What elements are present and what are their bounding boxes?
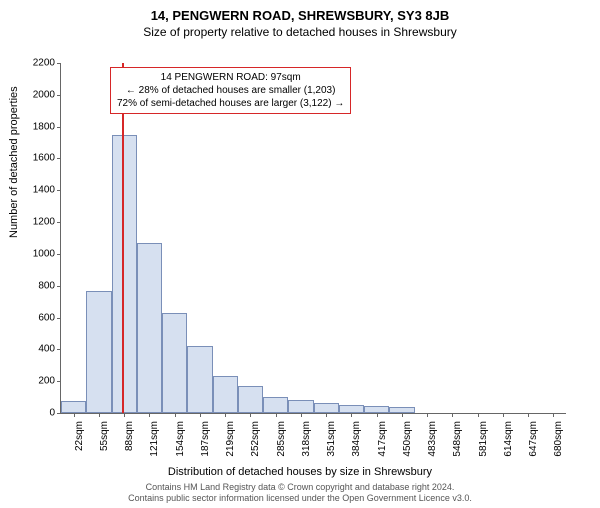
y-tick-mark — [57, 95, 61, 96]
footnote: Contains HM Land Registry data © Crown c… — [0, 482, 600, 504]
y-tick-mark — [57, 254, 61, 255]
x-tick-label: 680sqm — [553, 421, 564, 461]
x-tick-label: 483sqm — [427, 421, 438, 461]
y-tick-label: 2000 — [33, 89, 55, 100]
x-tick-mark — [250, 413, 251, 417]
y-tick-mark — [57, 413, 61, 414]
x-tick-label: 450sqm — [402, 421, 413, 461]
footnote-line1: Contains HM Land Registry data © Crown c… — [0, 482, 600, 493]
x-tick-mark — [200, 413, 201, 417]
annotation-line1: 14 PENGWERN ROAD: 97sqm — [117, 71, 344, 84]
x-axis-label: Distribution of detached houses by size … — [0, 466, 600, 478]
histogram-bar — [61, 401, 86, 413]
x-tick-label: 252sqm — [250, 421, 261, 461]
y-tick-label: 2200 — [33, 58, 55, 69]
x-tick-label: 351sqm — [326, 421, 337, 461]
x-tick-label: 581sqm — [478, 421, 489, 461]
y-tick-label: 400 — [38, 344, 55, 355]
x-tick-label: 88sqm — [124, 421, 135, 461]
histogram-bar — [364, 406, 389, 413]
x-tick-label: 384sqm — [351, 421, 362, 461]
x-tick-label: 55sqm — [99, 421, 110, 461]
x-tick-label: 647sqm — [528, 421, 539, 461]
histogram-bar — [263, 397, 288, 413]
histogram-bar — [314, 403, 339, 413]
x-tick-mark — [225, 413, 226, 417]
footnote-line2: Contains public sector information licen… — [0, 493, 600, 504]
plot-region: 0200400600800100012001400160018002000220… — [60, 63, 566, 414]
y-tick-label: 1400 — [33, 185, 55, 196]
x-tick-mark — [149, 413, 150, 417]
chart-subtitle: Size of property relative to detached ho… — [0, 25, 600, 39]
x-tick-mark — [124, 413, 125, 417]
x-tick-mark — [478, 413, 479, 417]
x-tick-label: 417sqm — [377, 421, 388, 461]
y-tick-mark — [57, 127, 61, 128]
x-tick-mark — [402, 413, 403, 417]
y-tick-mark — [57, 158, 61, 159]
y-tick-label: 1000 — [33, 248, 55, 259]
histogram-bar — [86, 291, 111, 414]
histogram-bar — [187, 346, 212, 413]
y-tick-mark — [57, 349, 61, 350]
x-tick-mark — [276, 413, 277, 417]
x-tick-label: 318sqm — [301, 421, 312, 461]
x-tick-mark — [175, 413, 176, 417]
y-tick-label: 200 — [38, 376, 55, 387]
x-tick-label: 121sqm — [149, 421, 160, 461]
histogram-bar — [112, 135, 137, 413]
x-tick-mark — [427, 413, 428, 417]
y-tick-mark — [57, 190, 61, 191]
y-tick-mark — [57, 381, 61, 382]
chart-title: 14, PENGWERN ROAD, SHREWSBURY, SY3 8JB — [0, 8, 600, 23]
y-tick-mark — [57, 318, 61, 319]
annotation-line3: 72% of semi-detached houses are larger (… — [117, 97, 344, 110]
x-tick-mark — [528, 413, 529, 417]
x-tick-mark — [326, 413, 327, 417]
x-tick-mark — [553, 413, 554, 417]
x-tick-label: 548sqm — [452, 421, 463, 461]
y-tick-mark — [57, 286, 61, 287]
x-tick-label: 187sqm — [200, 421, 211, 461]
y-tick-mark — [57, 63, 61, 64]
y-tick-label: 800 — [38, 280, 55, 291]
x-tick-mark — [377, 413, 378, 417]
chart-container: 14, PENGWERN ROAD, SHREWSBURY, SY3 8JB S… — [0, 8, 600, 508]
reference-line — [122, 63, 124, 413]
x-tick-mark — [503, 413, 504, 417]
x-tick-label: 154sqm — [175, 421, 186, 461]
x-tick-label: 22sqm — [74, 421, 85, 461]
annotation-line2: ← 28% of detached houses are smaller (1,… — [117, 84, 344, 97]
x-tick-mark — [452, 413, 453, 417]
histogram-bar — [137, 243, 162, 413]
chart-area: 0200400600800100012001400160018002000220… — [60, 63, 565, 413]
histogram-bar — [288, 400, 313, 413]
annotation-box: 14 PENGWERN ROAD: 97sqm ← 28% of detache… — [110, 67, 351, 114]
y-tick-mark — [57, 222, 61, 223]
x-tick-label: 285sqm — [276, 421, 287, 461]
x-tick-mark — [99, 413, 100, 417]
x-tick-label: 614sqm — [503, 421, 514, 461]
x-tick-mark — [351, 413, 352, 417]
x-tick-mark — [301, 413, 302, 417]
x-tick-mark — [74, 413, 75, 417]
histogram-bar — [238, 386, 263, 413]
histogram-bar — [162, 313, 187, 413]
histogram-bar — [213, 376, 238, 413]
y-tick-label: 1200 — [33, 217, 55, 228]
histogram-bar — [339, 405, 364, 413]
y-tick-label: 0 — [49, 408, 55, 419]
y-tick-label: 600 — [38, 312, 55, 323]
y-axis-label: Number of detached properties — [8, 86, 20, 238]
y-tick-label: 1600 — [33, 153, 55, 164]
y-tick-label: 1800 — [33, 121, 55, 132]
x-tick-label: 219sqm — [225, 421, 236, 461]
